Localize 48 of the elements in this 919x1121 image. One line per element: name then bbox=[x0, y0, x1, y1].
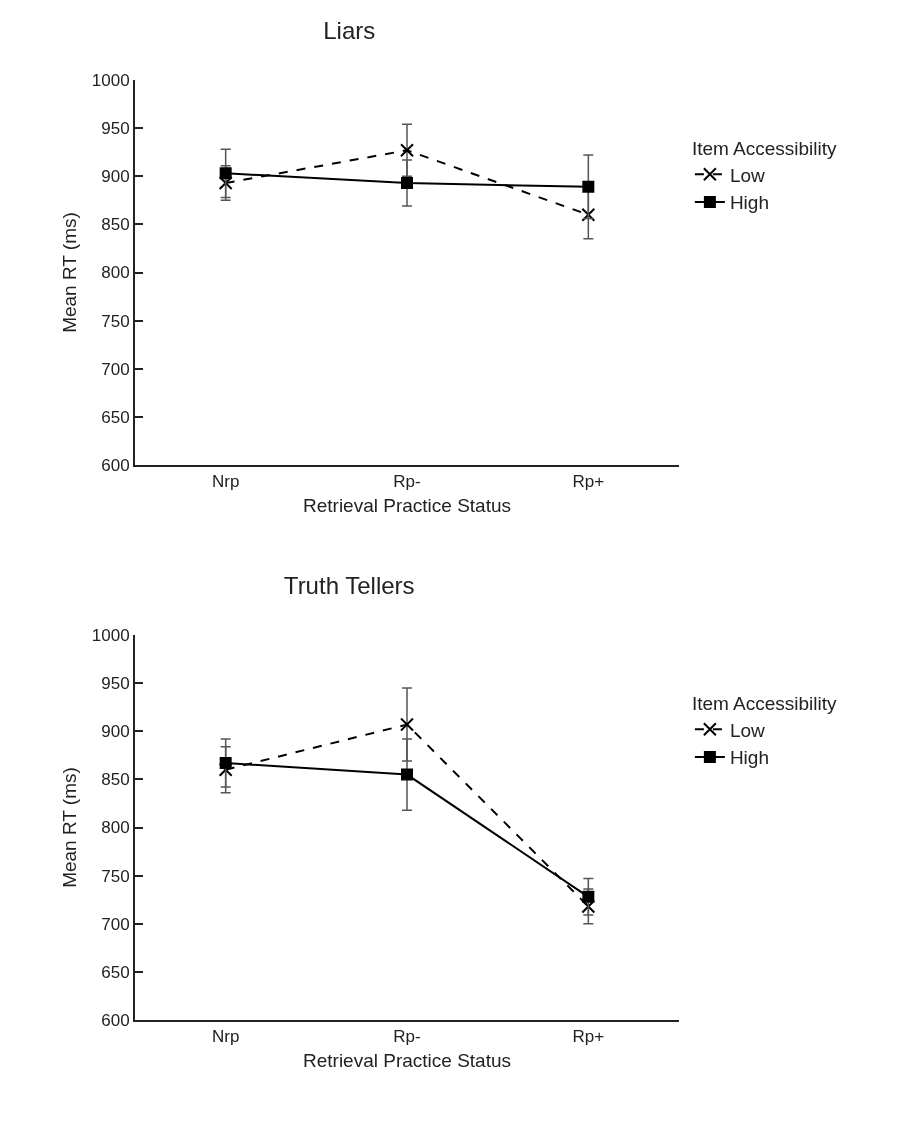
point bbox=[219, 757, 232, 770]
y-tick-label: 800 bbox=[101, 818, 130, 838]
legend-title: Item Accessibility bbox=[691, 693, 838, 715]
point bbox=[400, 143, 414, 158]
x-tick-label: Rp- bbox=[393, 472, 421, 492]
chart-title: Liars bbox=[323, 17, 376, 44]
x-tick-label: Nrp bbox=[211, 472, 240, 492]
y-tick-label: 650 bbox=[101, 407, 130, 427]
point bbox=[218, 762, 233, 777]
legend-label: High bbox=[729, 192, 769, 214]
point bbox=[400, 717, 414, 732]
x-tick-label: Nrp bbox=[211, 1027, 240, 1047]
y-tick-label: 750 bbox=[101, 866, 130, 886]
point bbox=[581, 899, 596, 914]
y-tick-label: 900 bbox=[101, 722, 130, 742]
y-tick-label: 600 bbox=[101, 1010, 130, 1030]
y-tick-label: 1000 bbox=[91, 70, 130, 90]
y-tick-label: 700 bbox=[101, 914, 130, 934]
point bbox=[401, 176, 413, 189]
chart-title: Truth Tellers bbox=[283, 572, 415, 599]
x-tick-label: Rp+ bbox=[572, 1027, 605, 1047]
legend-title: Item Accessibility bbox=[691, 138, 838, 160]
legend-label: High bbox=[729, 747, 769, 769]
y-axis-title: Mean RT (ms) bbox=[59, 212, 81, 333]
y-tick-label: 750 bbox=[101, 311, 130, 331]
x-axis-title: Retrieval Practice Status bbox=[302, 494, 512, 516]
y-tick-label: 800 bbox=[101, 263, 130, 283]
y-tick-label: 850 bbox=[101, 215, 130, 235]
y-tick-label: 950 bbox=[101, 119, 130, 139]
y-tick-label: 600 bbox=[101, 455, 130, 475]
y-axis-title: Mean RT (ms) bbox=[59, 767, 81, 888]
y-tick-label: 950 bbox=[101, 674, 130, 694]
legend-label: Low bbox=[729, 164, 766, 186]
point bbox=[219, 167, 232, 180]
y-tick-label: 700 bbox=[101, 359, 130, 379]
legend-label: Low bbox=[729, 719, 766, 741]
x-axis-title: Retrieval Practice Status bbox=[302, 1049, 512, 1071]
x-tick-label: Rp+ bbox=[572, 472, 605, 492]
y-tick-label: 1000 bbox=[91, 625, 130, 645]
point bbox=[401, 768, 413, 781]
y-tick-label: 650 bbox=[101, 962, 130, 982]
y-tick-label: 900 bbox=[101, 167, 130, 187]
x-tick-label: Rp- bbox=[393, 1027, 421, 1047]
point bbox=[582, 180, 595, 193]
point bbox=[582, 890, 595, 903]
y-tick-label: 850 bbox=[101, 770, 130, 790]
point bbox=[581, 207, 596, 222]
point bbox=[218, 175, 233, 190]
